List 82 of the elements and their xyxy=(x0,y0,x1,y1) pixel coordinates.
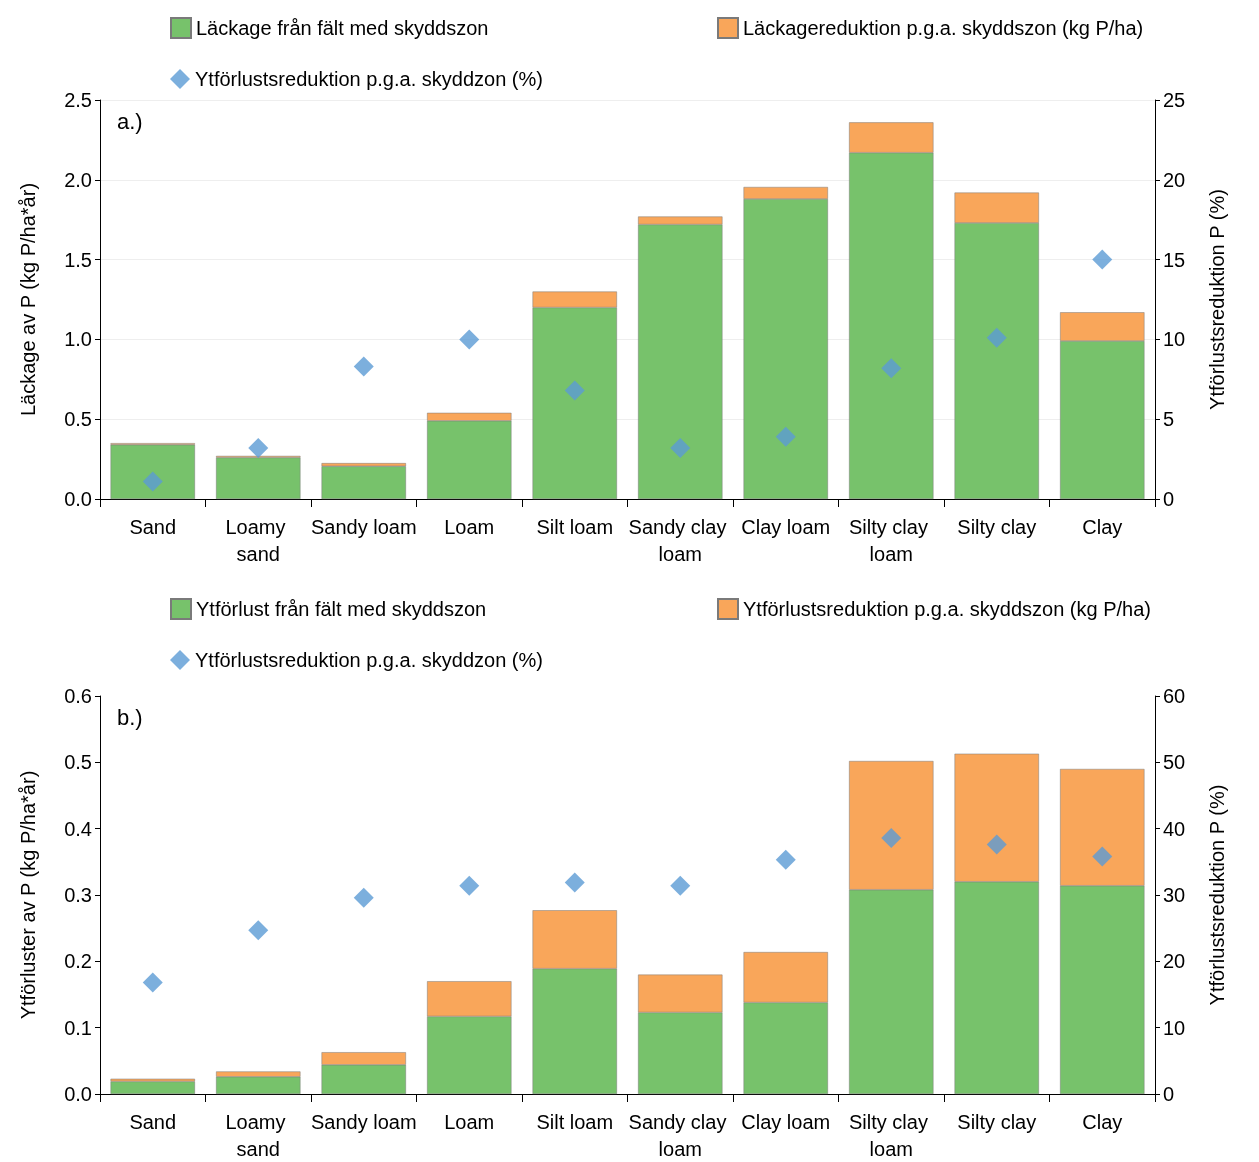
x-tick-label: Silty clay xyxy=(957,1110,1037,1133)
x-tick-label: Clay xyxy=(1082,1110,1123,1133)
y2-tick-label: 50 xyxy=(1163,751,1186,774)
y-tick-label: 0.6 xyxy=(64,685,92,707)
y-tick-label: 0.5 xyxy=(64,408,92,431)
legend-label: Ytförlust från fält med skyddszon xyxy=(196,598,487,620)
x-tick-label: Sandy clay loam xyxy=(628,1110,732,1160)
y-tick-label: 0.1 xyxy=(64,1016,92,1039)
x-tick-label: Clay loam xyxy=(741,515,831,538)
y2-tick-label: 20 xyxy=(1163,950,1186,973)
y2-axis-title: Ytförlustsreduktion P (%) xyxy=(1206,784,1228,1006)
y2-tick-label: 0 xyxy=(1163,488,1175,510)
point xyxy=(986,834,1007,855)
point xyxy=(459,329,480,350)
point xyxy=(564,380,585,401)
y-tick-label: 0.5 xyxy=(64,751,92,774)
y-tick-label: 2.5 xyxy=(64,89,92,111)
annotation: b.) xyxy=(117,704,143,730)
point xyxy=(881,358,902,379)
x-tick-label: Clay xyxy=(1082,515,1123,538)
annotation: a.) xyxy=(117,108,143,134)
legend-label: Läckage från fält med skyddszon xyxy=(196,17,489,39)
point xyxy=(564,872,585,893)
point xyxy=(1092,846,1113,867)
y-tick-label: 1.5 xyxy=(64,248,92,271)
y2-tick-label: 10 xyxy=(1163,1016,1186,1039)
point xyxy=(459,875,480,896)
y-tick-label: 0.0 xyxy=(64,1083,92,1105)
point xyxy=(881,827,902,848)
y-axis-title: Ytförluster av P (kg P/ha*år) xyxy=(17,770,39,1020)
x-tick-label: Sandy loam xyxy=(310,1110,417,1133)
x-tick-label: Silty clay loam xyxy=(849,1110,934,1160)
point xyxy=(1092,249,1113,270)
x-tick-label: Silt loam xyxy=(536,515,614,538)
point xyxy=(775,849,796,870)
point xyxy=(248,437,269,458)
y2-tick-label: 30 xyxy=(1163,884,1186,906)
y-axis-title: Läckage av P (kg P/ha*år) xyxy=(17,182,39,417)
y2-tick-label: 15 xyxy=(1163,248,1186,271)
point xyxy=(670,875,691,896)
x-tick-label: Silty clay xyxy=(957,515,1037,538)
y2-tick-label: 0 xyxy=(1163,1083,1175,1105)
point xyxy=(142,471,163,492)
bar xyxy=(110,444,195,499)
x-tick-label: Sand xyxy=(129,515,177,538)
y2-tick-label: 20 xyxy=(1163,168,1186,191)
legend-label: Ytförlustsreduktion p.g.a. skyddzon (%) xyxy=(195,68,543,90)
y2-tick-label: 25 xyxy=(1163,89,1186,111)
bar xyxy=(110,1081,195,1094)
x-tick-label: Clay loam xyxy=(741,1110,831,1133)
y-tick-label: 2.0 xyxy=(64,168,92,191)
bar xyxy=(216,457,301,499)
x-tick-label: Silt loam xyxy=(536,1110,614,1133)
y-tick-label: 0.2 xyxy=(64,950,92,973)
y-tick-label: 0.4 xyxy=(64,817,92,840)
y-tick-label: 1.0 xyxy=(64,328,92,351)
y2-axis-title: Ytförlustsreduktion P (%) xyxy=(1206,189,1228,410)
x-tick-label: Loamy sand xyxy=(225,1110,292,1160)
y2-tick-label: 10 xyxy=(1163,328,1186,351)
y-tick-label: 0.0 xyxy=(64,488,92,510)
x-tick-label: Loam xyxy=(444,1110,495,1133)
x-tick-label: Loamy sand xyxy=(225,515,292,565)
legend-label: Ytförlustsreduktion p.g.a. skyddzon (%) xyxy=(195,649,543,671)
y2-tick-label: 40 xyxy=(1163,817,1186,840)
point xyxy=(353,887,374,908)
point xyxy=(775,426,796,447)
x-tick-label: Sandy loam xyxy=(310,515,417,538)
legend-label: Ytförlustsreduktion p.g.a. skyddszon (kg P/ha) xyxy=(743,598,1151,620)
x-tick-label: Sandy clay loam xyxy=(628,515,732,565)
y2-tick-label: 5 xyxy=(1163,408,1175,431)
y2-tick-label: 60 xyxy=(1163,685,1186,707)
legend-label: Läckagereduktion p.g.a. skyddszon (kg P/ha) xyxy=(743,17,1144,39)
x-tick-label: Loam xyxy=(444,515,495,538)
point xyxy=(142,972,163,993)
x-tick-label: Sand xyxy=(129,1110,177,1133)
point xyxy=(353,356,374,377)
point xyxy=(670,437,691,458)
x-tick-label: Silty clay loam xyxy=(849,515,934,565)
point xyxy=(986,327,1007,348)
y-tick-label: 0.3 xyxy=(64,884,92,906)
bar xyxy=(321,466,406,499)
point xyxy=(248,920,269,941)
